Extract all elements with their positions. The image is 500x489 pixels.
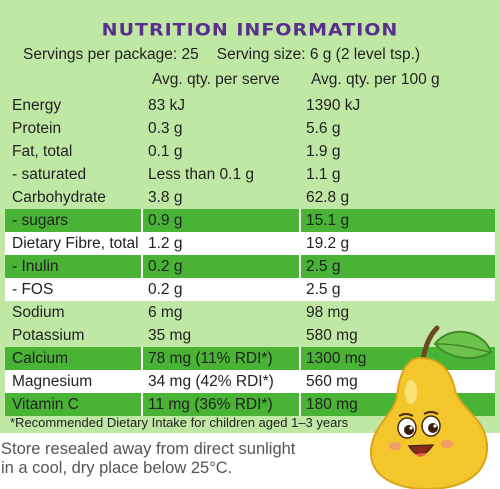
- nutrient-name: Magnesium: [12, 373, 93, 390]
- nutrient-name: Protein: [12, 120, 62, 137]
- nutrient-per-serve: 0.3 g: [148, 120, 183, 137]
- nutrient-name: - saturated: [12, 166, 87, 183]
- nutrient-per-100g: 180 mg: [306, 396, 358, 413]
- nutrient-per-100g: 580 mg: [306, 327, 358, 344]
- nutrient-name: Carbohydrate: [12, 189, 106, 206]
- nutrient-row: Calcium 78 mg (11% RDI*) 1300 mg: [5, 347, 495, 370]
- nutrient-row: Energy 83 kJ 1390 kJ: [5, 94, 495, 117]
- storage-instructions: Store resealed away from direct sunlight…: [1, 440, 295, 478]
- serving-size: Serving size: 6 g (2 level tsp.): [216, 46, 421, 63]
- nutrient-per-100g: 5.6 g: [306, 120, 341, 137]
- nutrient-per-serve: 3.8 g: [148, 189, 183, 206]
- rdi-footnote: *Recommended Dietary Intake for children…: [10, 415, 349, 430]
- column-divider: [299, 209, 301, 232]
- nutrient-row: - Inulin 0.2 g 2.5 g: [5, 255, 495, 278]
- nutrient-per-serve: 34 mg (42% RDI*): [148, 373, 274, 390]
- nutrient-name: Potassium: [12, 327, 85, 344]
- nutrient-per-serve: 0.2 g: [148, 281, 183, 298]
- nutrient-name: Fat, total: [12, 143, 73, 160]
- nutrient-per-100g: 2.5 g: [306, 281, 341, 298]
- column-divider: [299, 255, 301, 278]
- nutrient-per-100g: 15.1 g: [306, 212, 350, 229]
- nutrient-per-100g: 1.1 g: [306, 166, 341, 183]
- nutrient-name: Sodium: [12, 304, 65, 321]
- servings-per-package: Servings per package: 25: [23, 46, 199, 63]
- nutrient-per-serve: 11 mg (36% RDI*): [148, 396, 273, 413]
- storage-line-2: in a cool, dry place below 25°C.: [1, 459, 233, 477]
- pear-mascot-illustration: [369, 325, 493, 489]
- storage-line-1: Store resealed away from direct sunlight: [1, 440, 296, 458]
- nutrient-row: - sugars 0.9 g 15.1 g: [5, 209, 495, 232]
- nutrient-row: Potassium 35 mg 580 mg: [5, 324, 495, 347]
- column-divider: [141, 347, 143, 370]
- nutrient-per-100g: 1390 kJ: [306, 97, 361, 114]
- column-headers: Avg. qty. per serve Avg. qty. per 100 g: [0, 71, 500, 91]
- nutrient-name: - sugars: [12, 212, 68, 229]
- nutrient-per-100g: 2.5 g: [306, 258, 341, 275]
- nutrition-table: Energy 83 kJ 1390 kJ Protein 0.3 g 5.6 g Fat, …: [5, 94, 495, 416]
- nutrient-per-serve: 35 mg: [148, 327, 192, 344]
- column-divider: [141, 209, 143, 232]
- nutrient-row: - FOS 0.2 g 2.5 g: [5, 278, 495, 301]
- column-header-per-100g: Avg. qty. per 100 g: [311, 71, 440, 88]
- nutrient-name: Calcium: [12, 350, 68, 367]
- nutrient-per-100g: 98 mg: [306, 304, 350, 321]
- nutrient-row: Magnesium 34 mg (42% RDI*) 560 mg: [5, 370, 495, 393]
- nutrient-per-serve: 0.2 g: [148, 258, 183, 275]
- nutrient-per-100g: 62.8 g: [306, 189, 350, 206]
- nutrient-name: Vitamin C: [12, 396, 79, 413]
- nutrient-per-serve: 6 mg: [148, 304, 183, 321]
- column-divider: [299, 393, 301, 416]
- nutrient-per-serve: 83 kJ: [148, 97, 186, 114]
- nutrient-per-serve: Less than 0.1 g: [148, 166, 254, 183]
- nutrient-per-serve: 78 mg (11% RDI*): [148, 350, 273, 367]
- nutrient-per-100g: 19.2 g: [306, 235, 350, 252]
- servings-line: Servings per package: 25 Serving size: 6 …: [23, 46, 420, 64]
- column-divider: [141, 255, 143, 278]
- nutrient-row: Fat, total 0.1 g 1.9 g: [5, 140, 495, 163]
- nutrient-name: Energy: [12, 97, 62, 114]
- nutrient-name: - Inulin: [12, 258, 59, 275]
- nutrient-name: Dietary Fibre, total: [12, 235, 139, 252]
- nutrient-row: Dietary Fibre, total 1.2 g 19.2 g: [5, 232, 495, 255]
- column-header-per-serve: Avg. qty. per serve: [152, 71, 280, 88]
- nutrition-panel: NUTRITION INFORMATION Servings per packa…: [0, 0, 500, 433]
- nutrient-per-100g: 1300 mg: [306, 350, 367, 367]
- nutrient-name: - FOS: [12, 281, 54, 298]
- nutrient-per-100g: 1.9 g: [306, 143, 341, 160]
- nutrient-per-serve: 0.9 g: [148, 212, 183, 229]
- nutrient-row: Sodium 6 mg 98 mg: [5, 301, 495, 324]
- nutrient-per-serve: 1.2 g: [148, 235, 183, 252]
- nutrient-row: Vitamin C 11 mg (36% RDI*) 180 mg: [5, 393, 495, 416]
- panel-title: NUTRITION INFORMATION: [101, 20, 399, 40]
- column-divider: [299, 347, 301, 370]
- nutrient-per-serve: 0.1 g: [148, 143, 183, 160]
- nutrient-row: Protein 0.3 g 5.6 g: [5, 117, 495, 140]
- nutrient-row: Carbohydrate 3.8 g 62.8 g: [5, 186, 495, 209]
- nutrient-row: - saturated Less than 0.1 g 1.1 g: [5, 163, 495, 186]
- nutrient-per-100g: 560 mg: [306, 373, 358, 390]
- column-divider: [141, 393, 143, 416]
